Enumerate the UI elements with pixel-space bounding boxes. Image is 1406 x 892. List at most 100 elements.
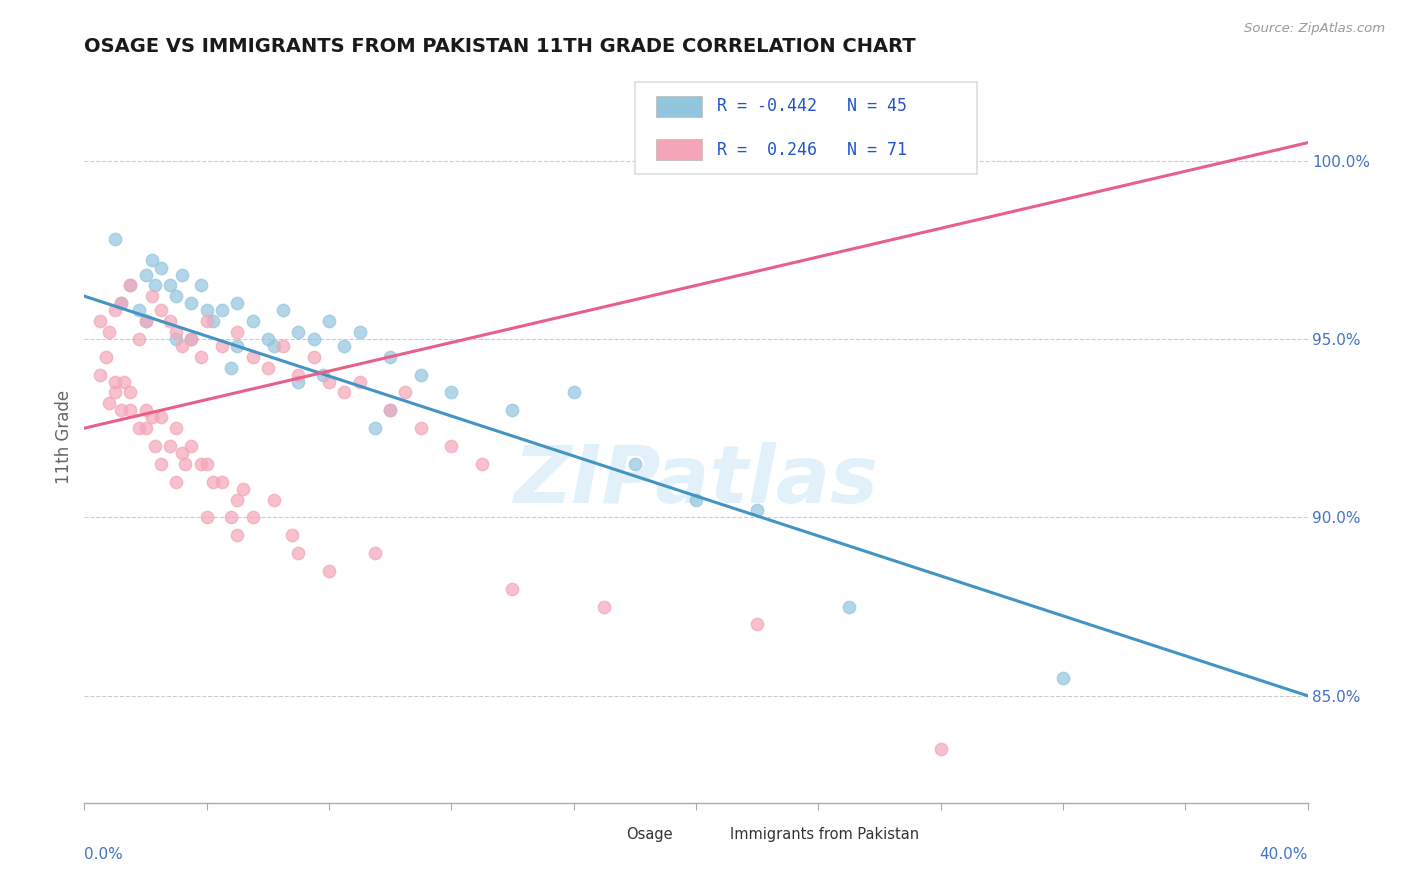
Point: [135, 268, 157, 282]
Point: [226, 339, 249, 353]
Point: [180, 296, 202, 310]
Point: [242, 350, 264, 364]
Point: [143, 278, 166, 293]
Point: [195, 510, 218, 524]
Point: [271, 339, 294, 353]
Point: [287, 375, 309, 389]
Point: [165, 325, 187, 339]
Point: [110, 296, 132, 310]
Point: [180, 439, 202, 453]
Text: 0.0%: 0.0%: [84, 847, 124, 862]
Point: [89, 368, 111, 382]
Point: [349, 375, 371, 389]
Point: [159, 314, 181, 328]
Point: [624, 457, 647, 471]
Point: [135, 403, 157, 417]
Point: [263, 339, 285, 353]
Point: [302, 350, 325, 364]
Text: Osage: Osage: [626, 828, 673, 842]
Point: [149, 410, 172, 425]
Point: [257, 332, 280, 346]
Point: [747, 617, 769, 632]
Point: [211, 339, 233, 353]
Bar: [655, 96, 702, 117]
Text: Immigrants from Pakistan: Immigrants from Pakistan: [730, 828, 920, 842]
Point: [195, 314, 218, 328]
Point: [89, 314, 111, 328]
Point: [149, 260, 172, 275]
Point: [263, 492, 285, 507]
Point: [141, 253, 163, 268]
Point: [135, 421, 157, 435]
Point: [94, 350, 117, 364]
Point: [333, 385, 356, 400]
Point: [471, 457, 494, 471]
Point: [110, 296, 132, 310]
Point: [257, 360, 280, 375]
Point: [180, 332, 202, 346]
Point: [226, 296, 249, 310]
Point: [380, 403, 402, 417]
Point: [318, 564, 340, 578]
Point: [165, 332, 187, 346]
Point: [128, 421, 150, 435]
Point: [149, 457, 172, 471]
Point: [149, 303, 172, 318]
Point: [838, 599, 860, 614]
Point: [302, 332, 325, 346]
Point: [440, 439, 463, 453]
Point: [195, 303, 218, 318]
Point: [219, 510, 242, 524]
Point: [364, 421, 387, 435]
Point: [502, 582, 524, 596]
Y-axis label: 11th Grade: 11th Grade: [55, 390, 73, 484]
Point: [242, 314, 264, 328]
Point: [190, 457, 212, 471]
Point: [333, 339, 356, 353]
Point: [195, 457, 218, 471]
Point: [1052, 671, 1074, 685]
Point: [143, 439, 166, 453]
Point: [380, 403, 402, 417]
Point: [201, 475, 224, 489]
Point: [211, 475, 233, 489]
Point: [172, 446, 194, 460]
Point: [174, 457, 197, 471]
Point: [349, 325, 371, 339]
Point: [104, 232, 127, 246]
FancyBboxPatch shape: [636, 82, 977, 174]
Point: [929, 742, 952, 756]
Point: [219, 360, 242, 375]
Bar: [655, 139, 702, 160]
Text: R = -0.442   N = 45: R = -0.442 N = 45: [717, 97, 907, 115]
Point: [110, 403, 132, 417]
Point: [159, 278, 181, 293]
Point: [120, 278, 142, 293]
Point: [141, 289, 163, 303]
Bar: [592, 829, 612, 841]
Point: [120, 385, 142, 400]
Point: [226, 528, 249, 542]
Point: [201, 314, 224, 328]
Point: [104, 385, 127, 400]
Point: [562, 385, 585, 400]
Text: 40.0%: 40.0%: [1260, 847, 1308, 862]
Point: [318, 314, 340, 328]
Text: ZIPatlas: ZIPatlas: [513, 442, 879, 520]
Point: [165, 289, 187, 303]
Point: [685, 492, 707, 507]
Point: [141, 410, 163, 425]
Point: [226, 325, 249, 339]
Point: [232, 482, 254, 496]
Point: [364, 546, 387, 560]
Point: [190, 350, 212, 364]
Point: [312, 368, 335, 382]
Point: [318, 375, 340, 389]
Point: [190, 278, 212, 293]
Point: [97, 396, 120, 410]
Point: [502, 403, 524, 417]
Bar: [696, 829, 716, 841]
Point: [120, 278, 142, 293]
Point: [128, 303, 150, 318]
Point: [394, 385, 416, 400]
